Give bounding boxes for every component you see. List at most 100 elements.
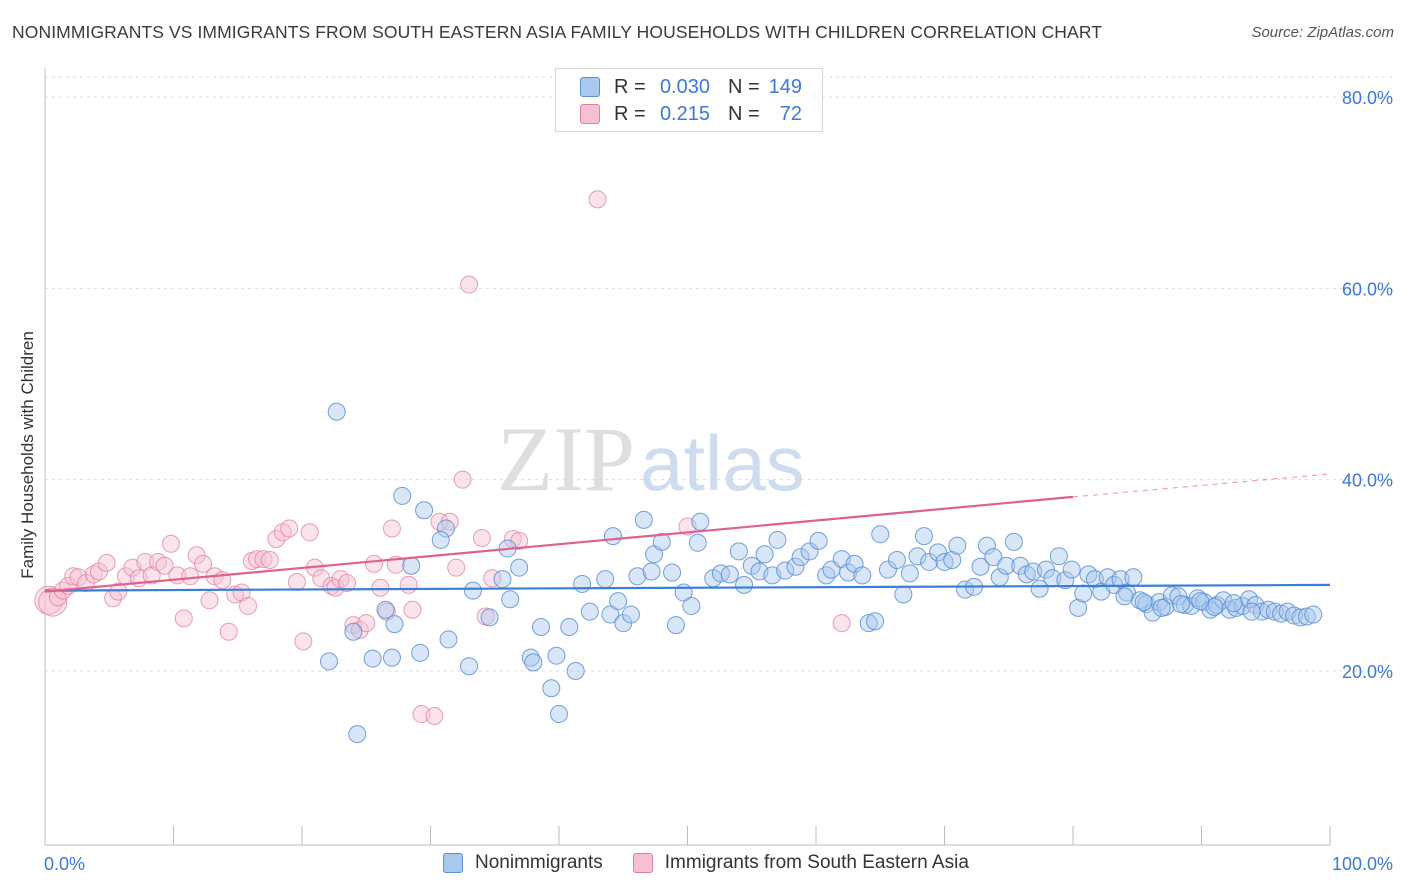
data-point-nonimmigrants — [1191, 592, 1210, 611]
data-point-immigrants — [460, 275, 479, 294]
data-point-immigrants — [38, 587, 68, 617]
data-point-nonimmigrants — [1285, 606, 1304, 625]
data-point-nonimmigrants — [943, 551, 962, 570]
data-point-nonimmigrants — [603, 527, 622, 546]
source-label: Source: ZipAtlas.com — [1251, 24, 1394, 41]
data-point-nonimmigrants — [1062, 560, 1081, 579]
data-point-nonimmigrants — [1004, 532, 1023, 551]
bottom-legend-label: Immigrants from South Eastern Asia — [664, 852, 969, 873]
data-point-nonimmigrants — [521, 648, 540, 667]
data-point-nonimmigrants — [580, 602, 599, 621]
series-nonimmigrants-points — [319, 402, 1323, 744]
data-point-nonimmigrants — [601, 605, 620, 624]
bottom-legend: Nonimmigrants Immigrants from South East… — [443, 852, 999, 874]
data-point-immigrants — [403, 600, 422, 619]
y-tick-labels: 20.0% 40.0% 60.0% 80.0% — [1342, 88, 1393, 682]
data-point-nonimmigrants — [393, 486, 412, 505]
data-point-nonimmigrants — [786, 557, 805, 576]
data-point-immigrants — [312, 569, 331, 588]
watermark-atlas: atlas — [640, 419, 805, 507]
data-point-nonimmigrants — [327, 402, 346, 421]
data-point-nonimmigrants — [894, 585, 913, 604]
data-point-nonimmigrants — [1242, 602, 1261, 621]
data-point-nonimmigrants — [573, 574, 592, 593]
data-point-nonimmigrants — [1227, 598, 1246, 617]
data-point-immigrants — [832, 614, 851, 633]
data-point-nonimmigrants — [363, 649, 382, 668]
data-point-immigrants — [109, 582, 128, 601]
data-point-nonimmigrants — [634, 510, 653, 529]
trend-line-immigrants — [44, 495, 1074, 593]
data-point-nonimmigrants — [1252, 602, 1271, 621]
data-point-immigrants — [588, 190, 607, 209]
data-point-nonimmigrants — [920, 552, 939, 571]
axes — [44, 68, 1331, 846]
legend-swatch-blue — [580, 77, 600, 97]
data-point-nonimmigrants — [666, 616, 685, 635]
data-point-nonimmigrants — [560, 617, 579, 636]
data-point-immigrants — [161, 534, 180, 553]
data-point-immigrants — [267, 529, 286, 548]
legend-box: R = 0.030 N = 149 R = 0.215 N = 72 — [555, 68, 823, 132]
data-point-nonimmigrants — [501, 590, 520, 609]
data-point-nonimmigrants — [385, 615, 404, 634]
data-point-immigrants — [239, 596, 258, 615]
data-point-nonimmigrants — [382, 648, 401, 667]
data-point-nonimmigrants — [663, 563, 682, 582]
data-point-immigrants — [326, 578, 345, 597]
data-point-nonimmigrants — [439, 630, 458, 649]
legend-n-value: 72 — [779, 102, 802, 125]
bottom-legend-swatch-pink — [632, 853, 653, 873]
data-point-nonimmigrants — [914, 527, 933, 546]
data-point-nonimmigrants — [1304, 605, 1323, 624]
legend-r-label: R = — [614, 102, 646, 125]
data-point-nonimmigrants — [809, 531, 828, 550]
data-point-nonimmigrants — [755, 545, 774, 564]
data-point-immigrants — [483, 569, 502, 588]
legend-n-label: N = — [728, 102, 760, 125]
x-tick-label: 0.0% — [44, 854, 85, 874]
data-point-immigrants — [337, 573, 356, 592]
data-point-nonimmigrants — [348, 725, 367, 744]
data-point-immigrants — [382, 519, 401, 538]
bottom-legend-item-nonimmigrants: Nonimmigrants — [443, 852, 603, 874]
data-point-immigrants — [472, 529, 491, 548]
data-point-nonimmigrants — [1224, 594, 1243, 613]
bottom-legend-swatch-blue — [443, 853, 463, 873]
data-point-nonimmigrants — [463, 581, 482, 600]
watermark-zip: ZIP — [497, 408, 635, 510]
data-point-nonimmigrants — [376, 600, 395, 619]
data-point-immigrants — [84, 565, 103, 584]
data-point-nonimmigrants — [524, 653, 543, 672]
legend-r-value: 0.215 — [659, 102, 710, 125]
data-point-immigrants — [350, 620, 369, 639]
data-point-nonimmigrants — [866, 612, 885, 631]
trend-lines — [44, 473, 1331, 593]
data-point-nonimmigrants — [628, 567, 647, 586]
data-point-immigrants — [371, 578, 390, 597]
y-axis-label: Family Households with Children — [18, 331, 37, 579]
data-point-immigrants — [260, 551, 279, 570]
data-point-nonimmigrants — [791, 548, 810, 567]
data-point-nonimmigrants — [493, 570, 512, 589]
legend-n-label: N = — [728, 75, 760, 98]
data-point-nonimmigrants — [971, 557, 990, 576]
y-tick-label: 80.0% — [1342, 88, 1393, 108]
series-immigrants-points — [34, 190, 851, 725]
data-point-nonimmigrants — [460, 657, 479, 676]
data-point-nonimmigrants — [652, 532, 671, 551]
data-point-nonimmigrants — [1069, 598, 1088, 617]
legend-row-immigrants: R = 0.215 N = 72 — [580, 102, 802, 126]
data-point-nonimmigrants — [510, 558, 529, 577]
data-point-nonimmigrants — [1115, 587, 1134, 606]
data-point-nonimmigrants — [871, 525, 890, 544]
data-point-immigrants — [300, 523, 319, 542]
data-point-nonimmigrants — [800, 542, 819, 561]
data-point-nonimmigrants — [935, 552, 954, 571]
data-point-nonimmigrants — [1265, 602, 1284, 621]
legend-r-label: R = — [614, 75, 646, 98]
data-point-nonimmigrants — [596, 570, 615, 589]
data-point-nonimmigrants — [431, 530, 450, 549]
y-tick-label: 20.0% — [1342, 662, 1393, 682]
